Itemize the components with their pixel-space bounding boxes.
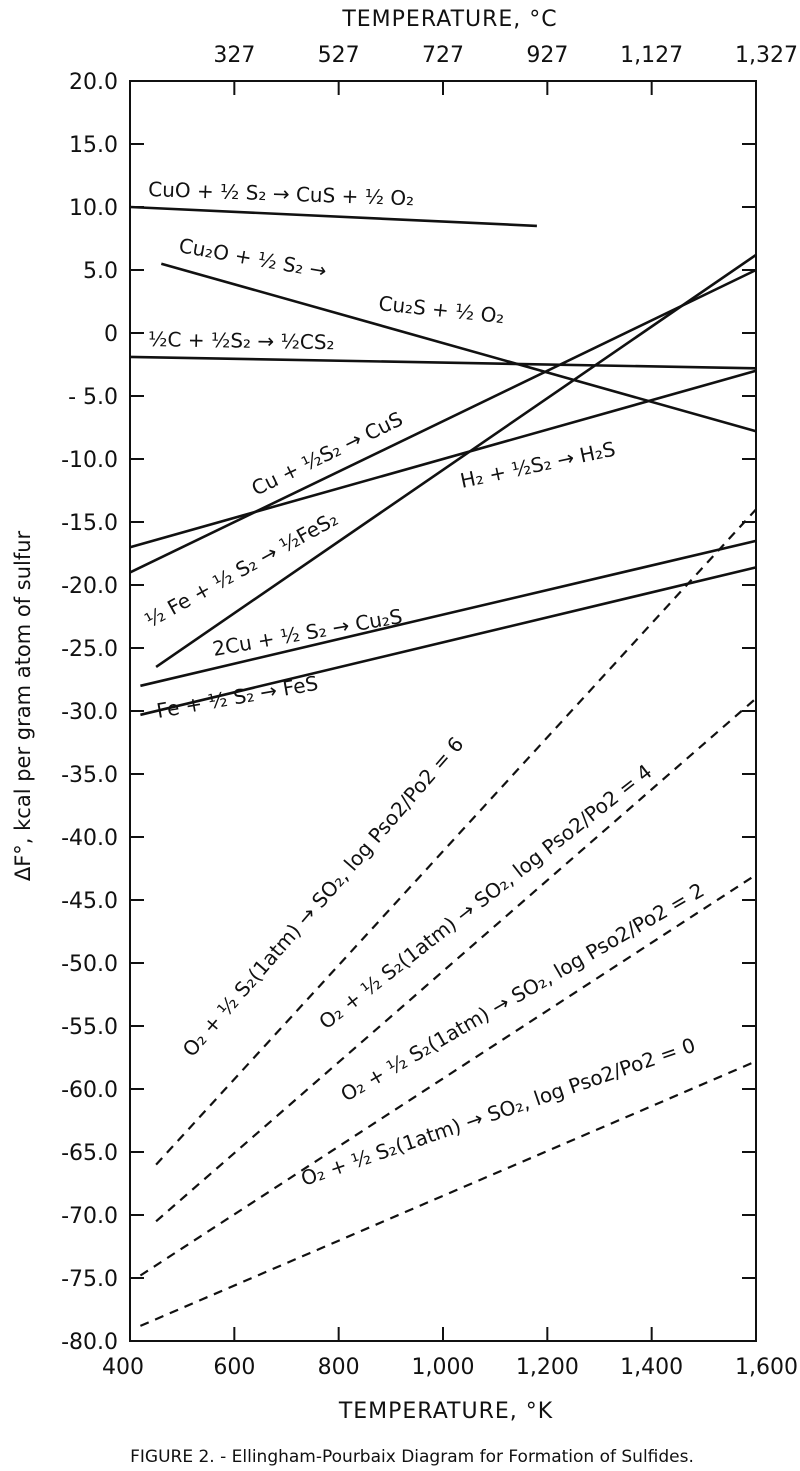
- top-tick-label: 1,127: [620, 43, 683, 68]
- x-tick-label: 800: [318, 1355, 360, 1380]
- y-tick-label: -10.0: [61, 448, 118, 473]
- y-tick-label: -70.0: [61, 1204, 118, 1229]
- top-tick-label: 1,327: [735, 43, 798, 68]
- y-tick-label: 20.0: [69, 70, 118, 95]
- y-tick-label: -80.0: [61, 1330, 118, 1355]
- y-tick-label: -15.0: [61, 511, 118, 536]
- y-axis-title: ΔF°, kcal per gram atom of sulfur: [11, 530, 35, 881]
- top-axis-ticks: 327 527 727 927 1,127 1,327: [213, 43, 798, 95]
- y-tick-label: -45.0: [61, 889, 118, 914]
- top-tick-label: 527: [318, 43, 360, 68]
- y-tick-label: -50.0: [61, 952, 118, 977]
- series-line-so2_0: [139, 1060, 757, 1327]
- label-cu2s: 2Cu + ½ S₂ → Cu₂S: [211, 604, 404, 661]
- y-tick-label: 10.0: [69, 196, 118, 221]
- top-tick-label: 327: [213, 43, 255, 68]
- y-tick-label: -55.0: [61, 1015, 118, 1040]
- y-tick-label: -65.0: [61, 1141, 118, 1166]
- label-so2-2: O₂ + ½ S₂(1atm) → SO₂, log Pso2/Po2 = 2: [337, 878, 709, 1106]
- label-cu2o-b: Cu₂S + ½ O₂: [377, 291, 505, 328]
- y-axis-ticks: 20.0 15.0 10.0 5.0 0 - 5.0 -10.0 -15.0 -20.0 -25.…: [61, 70, 756, 1355]
- y-tick-label: -75.0: [61, 1267, 118, 1292]
- top-axis-title: TEMPERATURE, °C: [341, 7, 557, 32]
- curve-labels: CuO + ½ S₂ → CuS + ½ O₂ Cu₂O + ½ S₂ → Cu…: [141, 177, 708, 1191]
- x-axis-ticks: 400 600 800 1,000 1,200 1,400 1,600: [102, 1327, 798, 1380]
- figure-caption: FIGURE 2. - Ellingham-Pourbaix Diagram f…: [130, 1447, 694, 1467]
- x-tick-label: 1,400: [620, 1355, 683, 1380]
- label-h2s: H₂ + ½S₂ → H₂S: [458, 437, 617, 493]
- series-line-cu2o: [160, 262, 757, 433]
- y-tick-label: -35.0: [61, 763, 118, 788]
- label-fes2: ½ Fe + ½ S₂ → ½FeS₂: [141, 506, 342, 632]
- label-cuo: CuO + ½ S₂ → CuS + ½ O₂: [148, 177, 415, 210]
- y-tick-label: 15.0: [69, 133, 118, 158]
- label-fes: Fe + ½ S₂ → FeS: [155, 671, 320, 723]
- y-tick-label: 5.0: [83, 259, 118, 284]
- series-line-cus: [129, 268, 757, 574]
- x-tick-label: 1,000: [412, 1355, 475, 1380]
- y-tick-label: 0: [104, 322, 118, 347]
- label-so2-4: O₂ + ½ S₂(1atm) → SO₂, log Pso2/Po2 = 4: [314, 759, 656, 1034]
- series-line-h2s: [129, 369, 757, 549]
- label-so2-0: O₂ + ½ S₂(1atm) → SO₂, log Pso2/Po2 = 0: [298, 1033, 699, 1191]
- x-axis-title: TEMPERATURE, °K: [338, 1399, 553, 1424]
- y-tick-label: -20.0: [61, 574, 118, 599]
- series-lines: [129, 205, 757, 1327]
- label-cus: Cu + ½S₂ → CuS: [248, 407, 407, 501]
- series-line-so2_2: [139, 873, 757, 1277]
- series-line-fes: [140, 566, 757, 717]
- x-tick-label: 1,600: [735, 1355, 798, 1380]
- y-tick-label: -25.0: [61, 637, 118, 662]
- series-line-fes2: [155, 253, 757, 668]
- series-line-so2_4: [155, 697, 757, 1223]
- x-tick-label: 600: [213, 1355, 255, 1380]
- y-tick-label: - 5.0: [68, 385, 118, 410]
- top-tick-label: 727: [422, 43, 464, 68]
- series-line-so2_6: [155, 508, 757, 1166]
- label-cs2: ½C + ½S₂ → ½CS₂: [148, 327, 335, 354]
- series-line-cs2: [129, 355, 757, 370]
- y-tick-label: -40.0: [61, 826, 118, 851]
- y-tick-label: -30.0: [61, 700, 118, 725]
- series-line-cuo: [129, 205, 537, 228]
- x-tick-label: 400: [102, 1355, 144, 1380]
- top-tick-label: 927: [526, 43, 568, 68]
- x-tick-label: 1,200: [516, 1355, 579, 1380]
- series-line-cu2s: [140, 539, 757, 688]
- y-tick-label: -60.0: [61, 1078, 118, 1103]
